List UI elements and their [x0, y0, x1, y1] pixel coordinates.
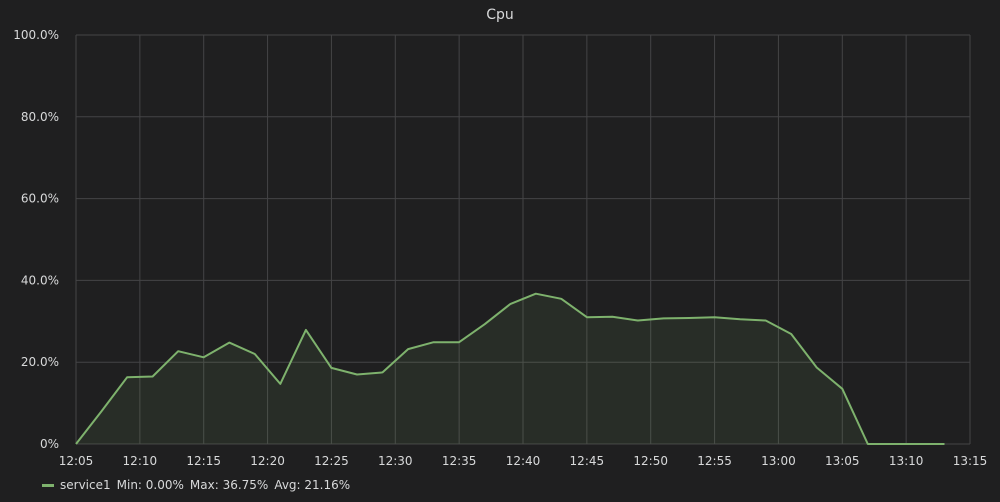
chart-area-layer: [75, 292, 945, 445]
x-tick-label: 12:55: [697, 454, 732, 468]
x-tick-label: 12:35: [442, 454, 477, 468]
x-tick-label: 12:20: [250, 454, 285, 468]
x-tick-label: 12:50: [633, 454, 668, 468]
chart-grid: [75, 34, 971, 445]
x-tick-label: 12:45: [570, 454, 605, 468]
series-line: [75, 292, 945, 445]
series-area-fill: [76, 293, 945, 444]
x-axis: 12:05 12:10 12:15 12:20 12:25 12:30 12:35 12:40…: [59, 454, 988, 468]
legend-max: Max: 36.75%: [189, 478, 269, 492]
legend[interactable]: service1 Min: 0.00% Max: 36.75% Avg: 21.…: [42, 478, 356, 492]
x-tick-label: 13:00: [761, 454, 796, 468]
legend-avg: Avg: 21.16%: [274, 478, 351, 492]
x-tick-label: 12:25: [314, 454, 349, 468]
x-tick-label: 13:05: [825, 454, 860, 468]
x-tick-label: 13:15: [953, 454, 988, 468]
x-tick-label: 12:05: [59, 454, 94, 468]
y-tick-label: 80.0%: [21, 110, 59, 124]
x-tick-label: 13:10: [889, 454, 924, 468]
x-tick-label: 12:30: [378, 454, 413, 468]
y-tick-label: 0%: [40, 437, 59, 451]
y-axis: 0% 20.0% 40.0% 60.0% 80.0% 100.0%: [13, 28, 59, 451]
y-tick-label: 100.0%: [13, 28, 59, 42]
legend-swatch: [42, 483, 54, 487]
y-tick-label: 60.0%: [21, 192, 59, 206]
legend-min: Min: 0.00%: [116, 478, 184, 492]
y-tick-label: 40.0%: [21, 273, 59, 287]
chart-title: Cpu: [486, 7, 514, 23]
x-tick-label: 12:10: [123, 454, 158, 468]
x-tick-label: 12:40: [506, 454, 541, 468]
x-tick-label: 12:15: [186, 454, 221, 468]
legend-series-name[interactable]: service1: [60, 478, 111, 492]
y-tick-label: 20.0%: [21, 355, 59, 369]
